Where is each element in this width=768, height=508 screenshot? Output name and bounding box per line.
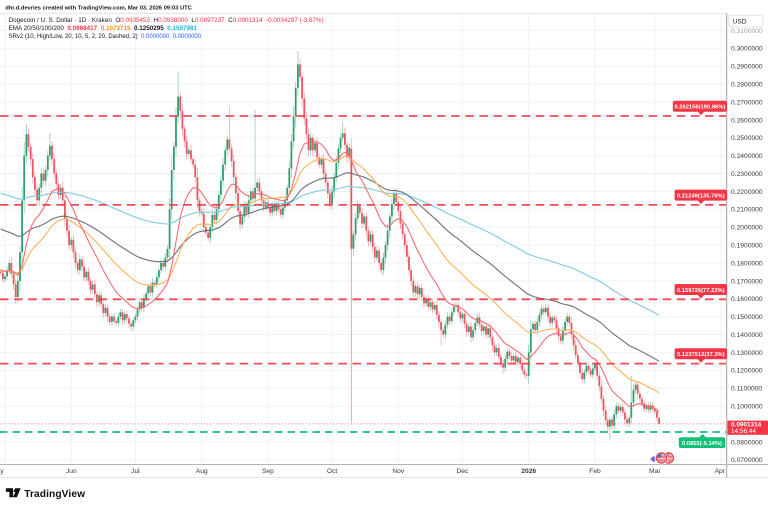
svg-text:0.1300000: 0.1300000 (731, 350, 763, 357)
svg-text:0.1400000: 0.1400000 (731, 332, 763, 339)
svg-text:0.2000000: 0.2000000 (731, 225, 763, 232)
svg-text:0.1100000: 0.1100000 (731, 386, 762, 393)
svg-text:0.0800000: 0.0800000 (731, 439, 763, 446)
svg-text:Dec: Dec (456, 468, 469, 475)
svg-text:0.1800000: 0.1800000 (731, 260, 763, 267)
svg-text:EMA 20/50/100/200 0.0968417: EMA 20/50/100/200 0.0968417 0.1073715 0.… (9, 25, 198, 32)
svg-text:Jun: Jun (66, 468, 77, 475)
svg-text:Dogecoin / U. S. Dollar · 1D ·: Dogecoin / U. S. Dollar · 1D · Kraken O0… (9, 17, 324, 24)
svg-text:0.3100000: 0.3100000 (731, 28, 763, 35)
svg-text:Nov: Nov (392, 468, 405, 475)
svg-text:USD: USD (733, 18, 747, 25)
svg-text:0.0901314: 0.0901314 (731, 421, 762, 428)
svg-text:0.1500000: 0.1500000 (731, 314, 763, 321)
svg-text:0.2200000: 0.2200000 (731, 189, 763, 196)
svg-text:2026: 2026 (521, 468, 536, 475)
svg-text:Sep: Sep (262, 468, 274, 475)
svg-text:0.2600000: 0.2600000 (731, 117, 763, 124)
svg-text:0.2400000: 0.2400000 (731, 153, 763, 160)
svg-text:dhr.d.devries created with Tra: dhr.d.devries created with TradingView.c… (5, 5, 192, 11)
svg-text:0.21249(135.76%): 0.21249(135.76%) (677, 194, 725, 200)
svg-text:Aug: Aug (196, 468, 208, 475)
svg-text:0.2800000: 0.2800000 (731, 82, 763, 89)
svg-text:0.262156(190.86%): 0.262156(190.86%) (674, 105, 725, 111)
svg-text:Apr: Apr (715, 468, 726, 475)
svg-text:Oct: Oct (327, 468, 338, 475)
svg-text:0.0700000: 0.0700000 (731, 457, 763, 464)
svg-text:0.2100000: 0.2100000 (731, 207, 763, 214)
svg-text:Jul: Jul (131, 468, 140, 475)
svg-text:0.1237512(37.3%): 0.1237512(37.3%) (677, 352, 725, 358)
svg-text:0.1200000: 0.1200000 (731, 368, 763, 375)
svg-text:0.2500000: 0.2500000 (731, 135, 763, 142)
svg-text:0.1900000: 0.1900000 (731, 243, 763, 250)
svg-text:14:56:44: 14:56:44 (731, 428, 756, 435)
svg-text:0.1600000: 0.1600000 (731, 296, 763, 303)
svg-text:0.2900000: 0.2900000 (731, 64, 763, 71)
svg-text:SRv2 (10, High/Low, 20, 10, 5,: SRv2 (10, High/Low, 20, 10, 5, 2, 20, Da… (9, 34, 202, 40)
svg-text:0.2700000: 0.2700000 (731, 99, 763, 106)
svg-text:Feb: Feb (589, 468, 601, 475)
svg-text:0.1000000: 0.1000000 (731, 404, 763, 411)
svg-text:Mar: Mar (649, 468, 661, 475)
svg-text:0.1700000: 0.1700000 (731, 278, 763, 285)
svg-text:0.159726(77.22%): 0.159726(77.22%) (677, 288, 725, 294)
svg-text:May: May (0, 468, 4, 475)
svg-text:0.2300000: 0.2300000 (731, 171, 763, 178)
svg-text:0.0855(-5.14%): 0.0855(-5.14%) (682, 441, 722, 447)
svg-text:TradingView: TradingView (24, 489, 85, 500)
svg-text:0.3000000: 0.3000000 (731, 46, 763, 53)
